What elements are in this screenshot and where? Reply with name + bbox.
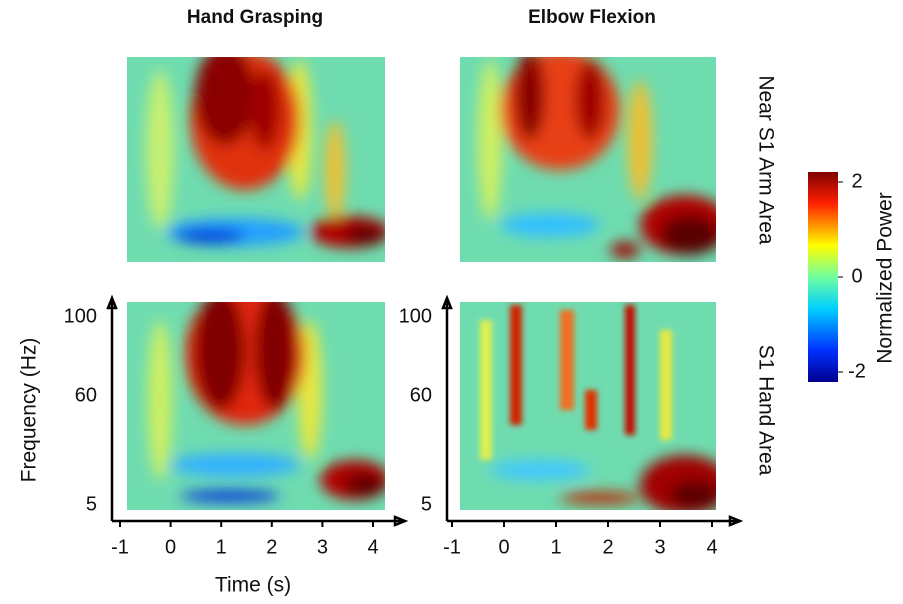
x-tick-label: 1 xyxy=(550,536,561,558)
x-tick-label: 1 xyxy=(216,536,227,558)
x-tick-label: 4 xyxy=(367,536,378,558)
column-title: Elbow Flexion xyxy=(528,7,656,28)
row-label: S1 Hand Area xyxy=(754,345,777,476)
heatmap-panel xyxy=(460,57,716,262)
y-tick-label: 5 xyxy=(86,493,97,515)
y-axis-label: Frequency (Hz) xyxy=(18,338,41,483)
colorbar-tick-label: 0 xyxy=(851,265,862,287)
x-tick-label: 3 xyxy=(317,536,328,558)
colorbar xyxy=(808,172,838,382)
x-tick-label: 2 xyxy=(266,536,277,558)
x-tick-label: 2 xyxy=(602,536,613,558)
x-tick-label: 3 xyxy=(654,536,665,558)
y-tick-label: 60 xyxy=(410,384,432,406)
row-label: Near S1 Arm Area xyxy=(754,75,777,245)
y-tick-label: 100 xyxy=(64,305,97,327)
colorbar-tick-label: 2 xyxy=(851,170,862,192)
colorbar-tick-label: -2 xyxy=(848,360,866,382)
column-title: Hand Grasping xyxy=(187,7,323,28)
axes xyxy=(106,294,744,527)
y-tick-label: 5 xyxy=(421,493,432,515)
heatmap-panel xyxy=(127,302,385,510)
x-tick-label: -1 xyxy=(111,536,129,558)
x-tick-label: 4 xyxy=(706,536,717,558)
x-tick-label: 0 xyxy=(498,536,509,558)
y-tick-label: 60 xyxy=(75,384,97,406)
x-tick-label: -1 xyxy=(443,536,461,558)
x-axis-label: Time (s) xyxy=(215,574,291,597)
heatmap-panel xyxy=(460,302,716,510)
y-tick-label: 100 xyxy=(399,305,432,327)
colorbar-label: Normalized Power xyxy=(874,192,897,364)
heatmap-panel xyxy=(127,57,385,262)
x-tick-label: 0 xyxy=(165,536,176,558)
